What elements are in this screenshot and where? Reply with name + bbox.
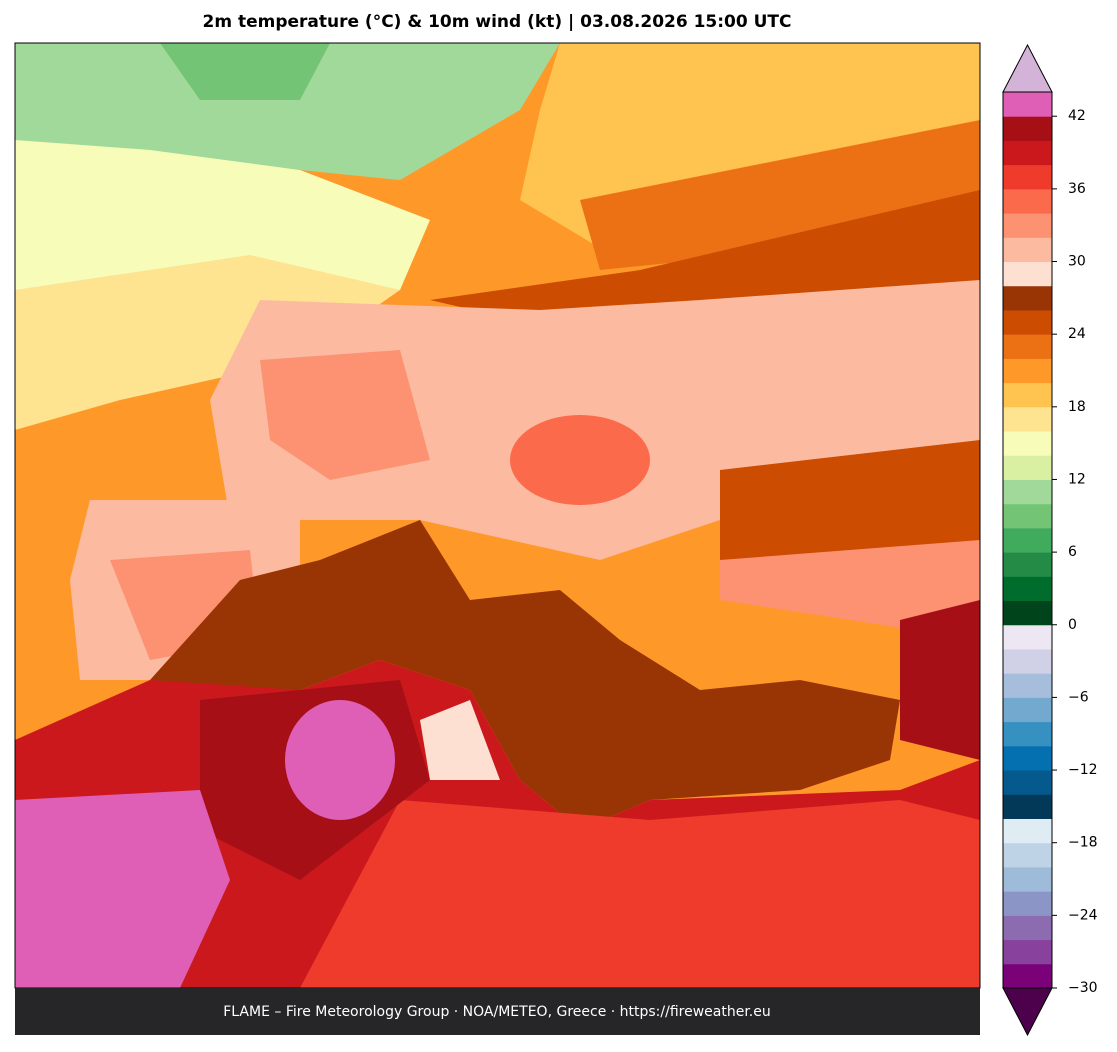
- colorbar-band: [1003, 600, 1052, 626]
- colorbar-band: [1003, 576, 1052, 602]
- colorbar-under: [1002, 987, 1053, 1037]
- colorbar-band: [1003, 891, 1052, 916]
- colorbar-band: [1003, 140, 1052, 166]
- colorbar-tick-label: −18: [1068, 835, 1098, 851]
- colorbar-band: [1003, 624, 1052, 650]
- colorbar-tick-label: 18: [1068, 399, 1086, 415]
- colorbar-tick-label: 12: [1068, 471, 1086, 487]
- colorbar-band: [1003, 697, 1052, 723]
- colorbar-tick-label: 30: [1068, 254, 1086, 270]
- colorbar-band: [1003, 285, 1052, 311]
- map: [15, 43, 980, 988]
- colorbar-tick-label: −6: [1068, 689, 1089, 705]
- colorbar-band: [1003, 648, 1052, 674]
- colorbar-over: [1002, 43, 1053, 93]
- colorbar-band: [1003, 213, 1052, 238]
- colorbar-band: [1003, 261, 1052, 287]
- colorbar-frame: [1002, 91, 1053, 989]
- colorbar-band: [1003, 334, 1052, 359]
- colorbar-band: [1003, 188, 1052, 214]
- colorbar-tick-label: −30: [1068, 980, 1098, 996]
- colorbar-band: [1003, 552, 1052, 577]
- title: 2m temperature (°C) & 10m wind (kt) | 03…: [202, 12, 791, 32]
- colorbar-band: [1003, 818, 1052, 844]
- colorbar-band: [1003, 673, 1052, 698]
- colorbar-band: [1003, 915, 1052, 941]
- colorbar: −30 −24 −18 −12 −6 0 6 12 18 24 30 36 42: [1002, 43, 1098, 1037]
- colorbar-tick-label: −24: [1068, 907, 1098, 923]
- colorbar-band: [1003, 866, 1052, 892]
- colorbar-tick-label: 24: [1068, 326, 1086, 342]
- colorbar-band: [1003, 116, 1052, 141]
- footer-bar: [15, 988, 980, 1035]
- footer-text: FLAME – Fire Meteorology Group · NOA/MET…: [223, 1004, 771, 1020]
- colorbar-band: [1003, 503, 1052, 529]
- colorbar-band: [1003, 842, 1052, 868]
- colorbar-tick-label: 0: [1068, 617, 1077, 633]
- colorbar-tick-label: 36: [1068, 181, 1086, 197]
- colorbar-band: [1003, 963, 1052, 989]
- colorbar-band: [1003, 431, 1052, 456]
- colorbar-band: [1003, 939, 1052, 965]
- colorbar-band: [1003, 721, 1052, 747]
- colorbar-band: [1003, 745, 1052, 771]
- colorbar-band: [1003, 237, 1052, 263]
- colorbar-band: [1003, 406, 1052, 432]
- colorbar-tick-label: 42: [1068, 108, 1086, 124]
- colorbar-band: [1003, 527, 1052, 553]
- colorbar-band: [1003, 479, 1052, 505]
- colorbar-band: [1003, 358, 1052, 384]
- colorbar-tick-label: 6: [1068, 544, 1077, 560]
- colorbar-band: [1003, 164, 1052, 190]
- colorbar-band: [1003, 382, 1052, 408]
- colorbar-band: [1003, 92, 1052, 117]
- colorbar-band: [1003, 455, 1052, 480]
- colorbar-band: [1003, 309, 1052, 335]
- colorbar-band: [1003, 770, 1052, 795]
- colorbar-band: [1003, 794, 1052, 819]
- colorbar-tick-label: −12: [1068, 762, 1098, 778]
